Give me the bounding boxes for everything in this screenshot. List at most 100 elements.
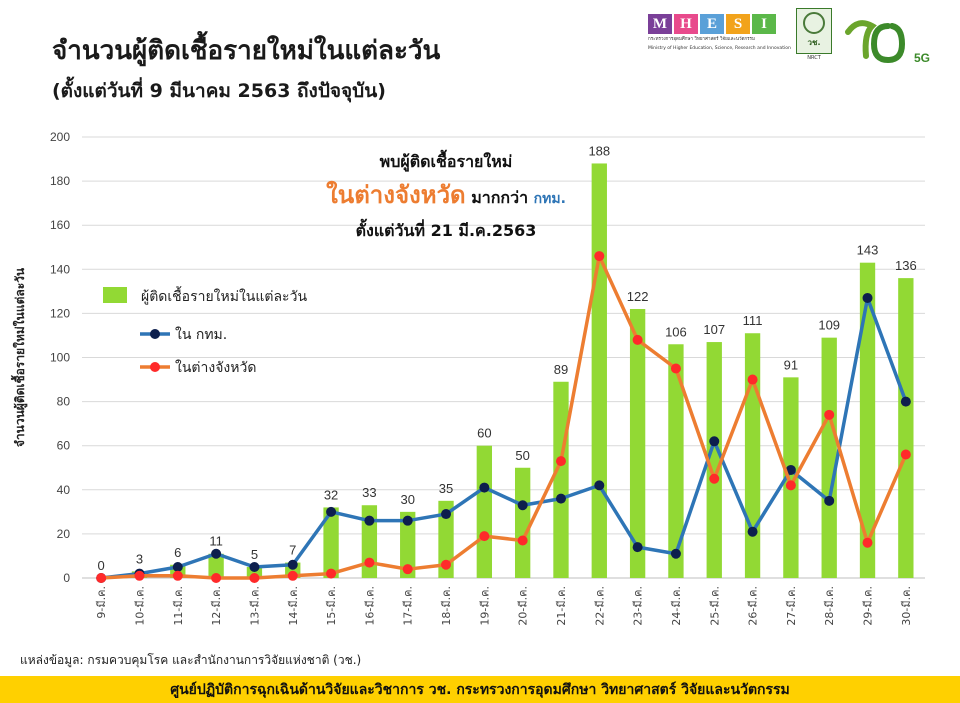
bar-value-label: 30 bbox=[400, 492, 414, 507]
x-tick-label: 13-มี.ค. bbox=[248, 586, 261, 626]
series-point bbox=[326, 506, 337, 517]
series-point bbox=[441, 559, 452, 570]
series-point bbox=[211, 573, 222, 583]
series-point bbox=[785, 464, 796, 475]
y-tick-label: 120 bbox=[50, 306, 70, 320]
mhesi-letter: H bbox=[674, 14, 698, 34]
bar bbox=[859, 262, 876, 578]
annotation-line3: ตั้งแต่วันที่ 21 มี.ค.2563 bbox=[356, 218, 537, 240]
x-tick-label: 23-มี.ค. bbox=[632, 586, 645, 626]
bar-value-label: 109 bbox=[818, 318, 840, 333]
y-tick-label: 140 bbox=[50, 262, 70, 276]
series-line bbox=[101, 254, 908, 580]
series-point bbox=[862, 292, 873, 303]
series-point bbox=[172, 561, 183, 572]
bar bbox=[744, 333, 761, 578]
bar-value-label: 3 bbox=[136, 551, 143, 566]
y-tick-label: 80 bbox=[57, 395, 71, 409]
x-tick-label: 24-มี.ค. bbox=[670, 586, 683, 626]
series-point bbox=[632, 542, 643, 553]
x-tick-label: 18-มี.ค. bbox=[440, 586, 453, 626]
x-tick-label: 11-มี.ค. bbox=[172, 586, 185, 626]
series-point bbox=[594, 251, 605, 262]
chart-subtitle: (ตั้งแต่วันที่ 9 มีนาคม 2563 ถึงปัจจุบัน… bbox=[52, 80, 386, 102]
bar bbox=[208, 553, 224, 578]
series-point bbox=[747, 374, 758, 385]
y-tick-label: 20 bbox=[57, 527, 71, 541]
series-point bbox=[172, 570, 183, 581]
y-tick-label: 180 bbox=[50, 174, 70, 188]
bar bbox=[438, 500, 454, 578]
series-point bbox=[287, 570, 298, 581]
series-point bbox=[824, 495, 835, 506]
series-point bbox=[632, 334, 643, 345]
x-tick-label: 10-มี.ค. bbox=[133, 586, 146, 626]
y-tick-label: 0 bbox=[63, 571, 70, 585]
series-point bbox=[211, 548, 222, 559]
seal-icon bbox=[803, 12, 825, 34]
bar-value-label: 33 bbox=[362, 485, 376, 500]
bar-value-label: 50 bbox=[515, 448, 529, 463]
x-tick-label: 16-มี.ค. bbox=[363, 586, 376, 626]
bar-value-label: 188 bbox=[588, 143, 610, 158]
bar-value-label: 32 bbox=[324, 487, 338, 502]
mhesi-letter: E bbox=[700, 14, 724, 34]
y-tick-label: 40 bbox=[57, 483, 71, 497]
series-point bbox=[670, 548, 681, 559]
series-point bbox=[900, 396, 911, 407]
bar bbox=[783, 377, 799, 578]
x-tick-label: 14-มี.ค. bbox=[287, 586, 300, 626]
bar-value-label: 111 bbox=[743, 313, 763, 328]
series-point bbox=[670, 363, 681, 374]
mhesi-letter: M bbox=[648, 14, 672, 34]
legend-label: ในต่างจังหวัด bbox=[175, 359, 256, 376]
x-tick-label: 15-มี.ค. bbox=[325, 586, 338, 626]
series-point bbox=[517, 535, 528, 546]
series-point bbox=[785, 480, 796, 491]
mhesi-subtitle-th: กระทรวงการอุดมศึกษา วิทยาศาสตร์ วิจัยและ… bbox=[648, 37, 755, 42]
y-tick-label: 100 bbox=[50, 351, 70, 365]
x-tick-label: 25-มี.ค. bbox=[708, 586, 721, 626]
series-point bbox=[364, 515, 375, 526]
bar-value-label: 89 bbox=[554, 362, 568, 377]
bar bbox=[898, 278, 914, 578]
x-tick-label: 22-มี.ค. bbox=[593, 586, 606, 626]
series-point bbox=[249, 561, 260, 572]
x-tick-label: 19-มี.ค. bbox=[478, 586, 491, 626]
nrct-en-label: NRCT bbox=[807, 55, 821, 61]
series-point bbox=[824, 409, 835, 420]
bar bbox=[514, 467, 531, 578]
series-point bbox=[555, 456, 566, 467]
y-axis-label: จำนวนผู้ติดเชื้อรายใหม่ในแต่ละวัน bbox=[10, 267, 28, 447]
bar bbox=[706, 342, 722, 578]
bar bbox=[629, 308, 646, 578]
series-point bbox=[134, 570, 145, 581]
y-tick-label: 60 bbox=[57, 439, 71, 453]
legend-swatch-marker bbox=[150, 362, 160, 372]
series-point bbox=[517, 500, 528, 511]
bar-value-label: 35 bbox=[439, 481, 453, 496]
bar-value-label: 91 bbox=[784, 357, 798, 372]
bar-value-label: 11 bbox=[209, 534, 223, 549]
annotation-line2: ในต่างจังหวัด มากกว่า กทม. bbox=[326, 180, 566, 209]
footer-banner: ศูนย์ปฏิบัติการฉุกเฉินด้านวิจัยและวิชากา… bbox=[0, 676, 960, 703]
bar-value-label: 106 bbox=[665, 324, 687, 339]
series-point bbox=[402, 515, 413, 526]
series-line bbox=[100, 296, 908, 580]
bar bbox=[668, 344, 684, 578]
bar-value-label: 107 bbox=[703, 322, 725, 337]
bar bbox=[400, 511, 416, 578]
x-tick-label: 29-มี.ค. bbox=[862, 586, 875, 626]
nrct-logo: วช. NRCT bbox=[796, 8, 832, 66]
series-point bbox=[479, 482, 490, 493]
mhesi-letter: S bbox=[726, 14, 750, 34]
bar-value-label: 60 bbox=[477, 426, 491, 441]
bar bbox=[476, 445, 493, 578]
series-point bbox=[441, 509, 452, 520]
x-tick-label: 20-มี.ค. bbox=[517, 586, 530, 626]
series-point bbox=[96, 573, 107, 583]
series-point bbox=[249, 573, 260, 583]
series-point bbox=[364, 557, 375, 568]
